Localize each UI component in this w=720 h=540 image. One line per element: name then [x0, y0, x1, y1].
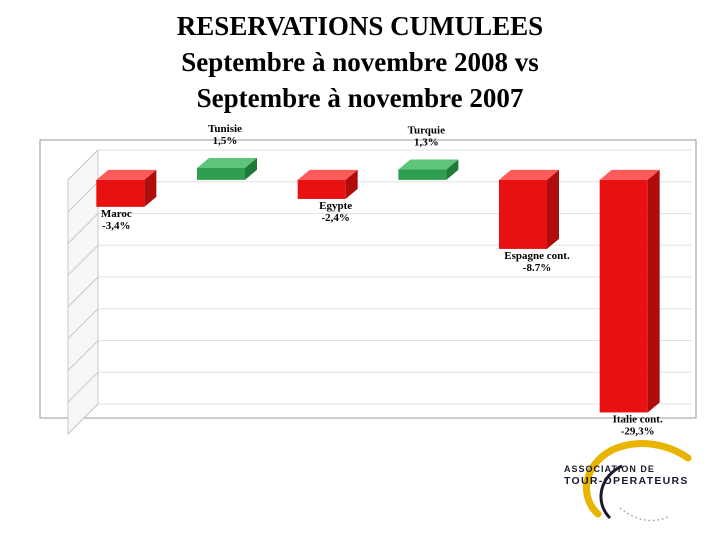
gridline-side: [67, 181, 99, 213]
gridline-side: [67, 371, 99, 403]
bar: [499, 179, 547, 249]
data-label: 1,3%: [414, 137, 439, 149]
data-label: -3,4%: [102, 220, 130, 232]
gridline-side: [67, 149, 99, 181]
chart-title: RESERVATIONS CUMULEES Septembre à novemb…: [0, 8, 720, 116]
category-label: Italie cont.: [613, 413, 663, 425]
logo-line-1: ASSOCIATION DE: [564, 464, 655, 474]
category-label: Espagne cont.: [504, 250, 570, 262]
bar: [398, 169, 447, 180]
data-label: 1,5%: [213, 135, 238, 147]
bar-side: [647, 169, 660, 413]
chart-grid: [67, 149, 692, 435]
bar: [297, 179, 346, 199]
gridline-side: [67, 244, 99, 276]
category-label: Egypte: [319, 200, 352, 212]
bar-top: [599, 169, 660, 180]
bar-side: [245, 157, 257, 180]
data-label: -2,4%: [321, 212, 349, 224]
bar-side: [547, 169, 559, 249]
bar: [96, 179, 145, 207]
gridline-side: [67, 340, 99, 371]
bar-top: [398, 159, 459, 170]
logo-line-2: TOUR-OPERATEURS: [564, 475, 689, 487]
title-line-3: Septembre à novembre 2007: [196, 83, 524, 113]
data-label: -29,3%: [621, 425, 655, 437]
data-label: -8.7%: [523, 262, 551, 274]
bar-side: [446, 159, 459, 180]
logo-dark-arc-icon: [599, 464, 623, 520]
gridline-side: [67, 276, 99, 308]
bar: [197, 167, 245, 180]
chart-bars: [96, 157, 660, 413]
bar-top: [297, 169, 358, 180]
bar-top: [197, 157, 257, 168]
bar-top: [499, 169, 559, 180]
gridline-side: [67, 403, 99, 435]
gridline-side: [67, 213, 99, 244]
bar: [599, 179, 648, 413]
category-label: Tunisie: [208, 123, 242, 135]
title-line-1: RESERVATIONS CUMULEES: [176, 11, 544, 41]
logo-gold-arc-icon: [583, 440, 692, 518]
bar-side: [144, 169, 157, 207]
bar-side: [345, 169, 358, 199]
gridline-side: [67, 308, 99, 340]
bar-top: [96, 169, 157, 180]
logo-dotted-arc-icon: [619, 507, 671, 522]
category-label: Maroc: [101, 208, 132, 220]
association-logo: ASSOCIATION DE TOUR-OPERATEURS: [564, 440, 692, 522]
category-label: Turquie: [408, 125, 445, 137]
title-line-2: Septembre à novembre 2008 vs: [181, 47, 539, 77]
